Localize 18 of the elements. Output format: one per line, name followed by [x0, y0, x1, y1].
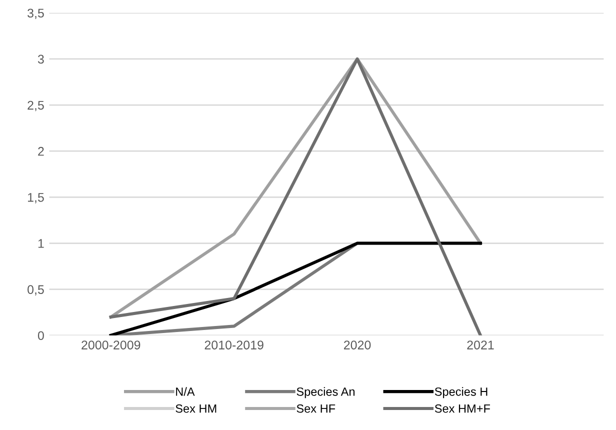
legend-label: Sex HM+F [434, 404, 490, 413]
y-tick-label: 1 [38, 239, 44, 248]
y-tick-label: 0 [38, 331, 44, 340]
legend-label: N/A [176, 387, 195, 396]
x-tick-label: 2010-2019 [204, 340, 264, 350]
x-tick-label: 2020 [344, 340, 371, 350]
y-tick-label: 2,5 [28, 100, 44, 112]
legend-label: Species H [434, 387, 488, 398]
y-tick-label: 1,5 [28, 193, 44, 204]
x-tick-label: 2000-2009 [82, 340, 140, 350]
legend-label: Sex HF [296, 404, 336, 413]
legend-label: Sex HM [176, 404, 216, 413]
y-tick-label: 0,5 [28, 285, 44, 296]
y-tick-label: 2 [38, 146, 44, 156]
x-tick-label: 2021 [467, 340, 494, 350]
y-tick-label: 3,5 [28, 8, 44, 20]
y-tick-label: 3 [38, 54, 44, 64]
legend-label: Species An [296, 387, 355, 398]
